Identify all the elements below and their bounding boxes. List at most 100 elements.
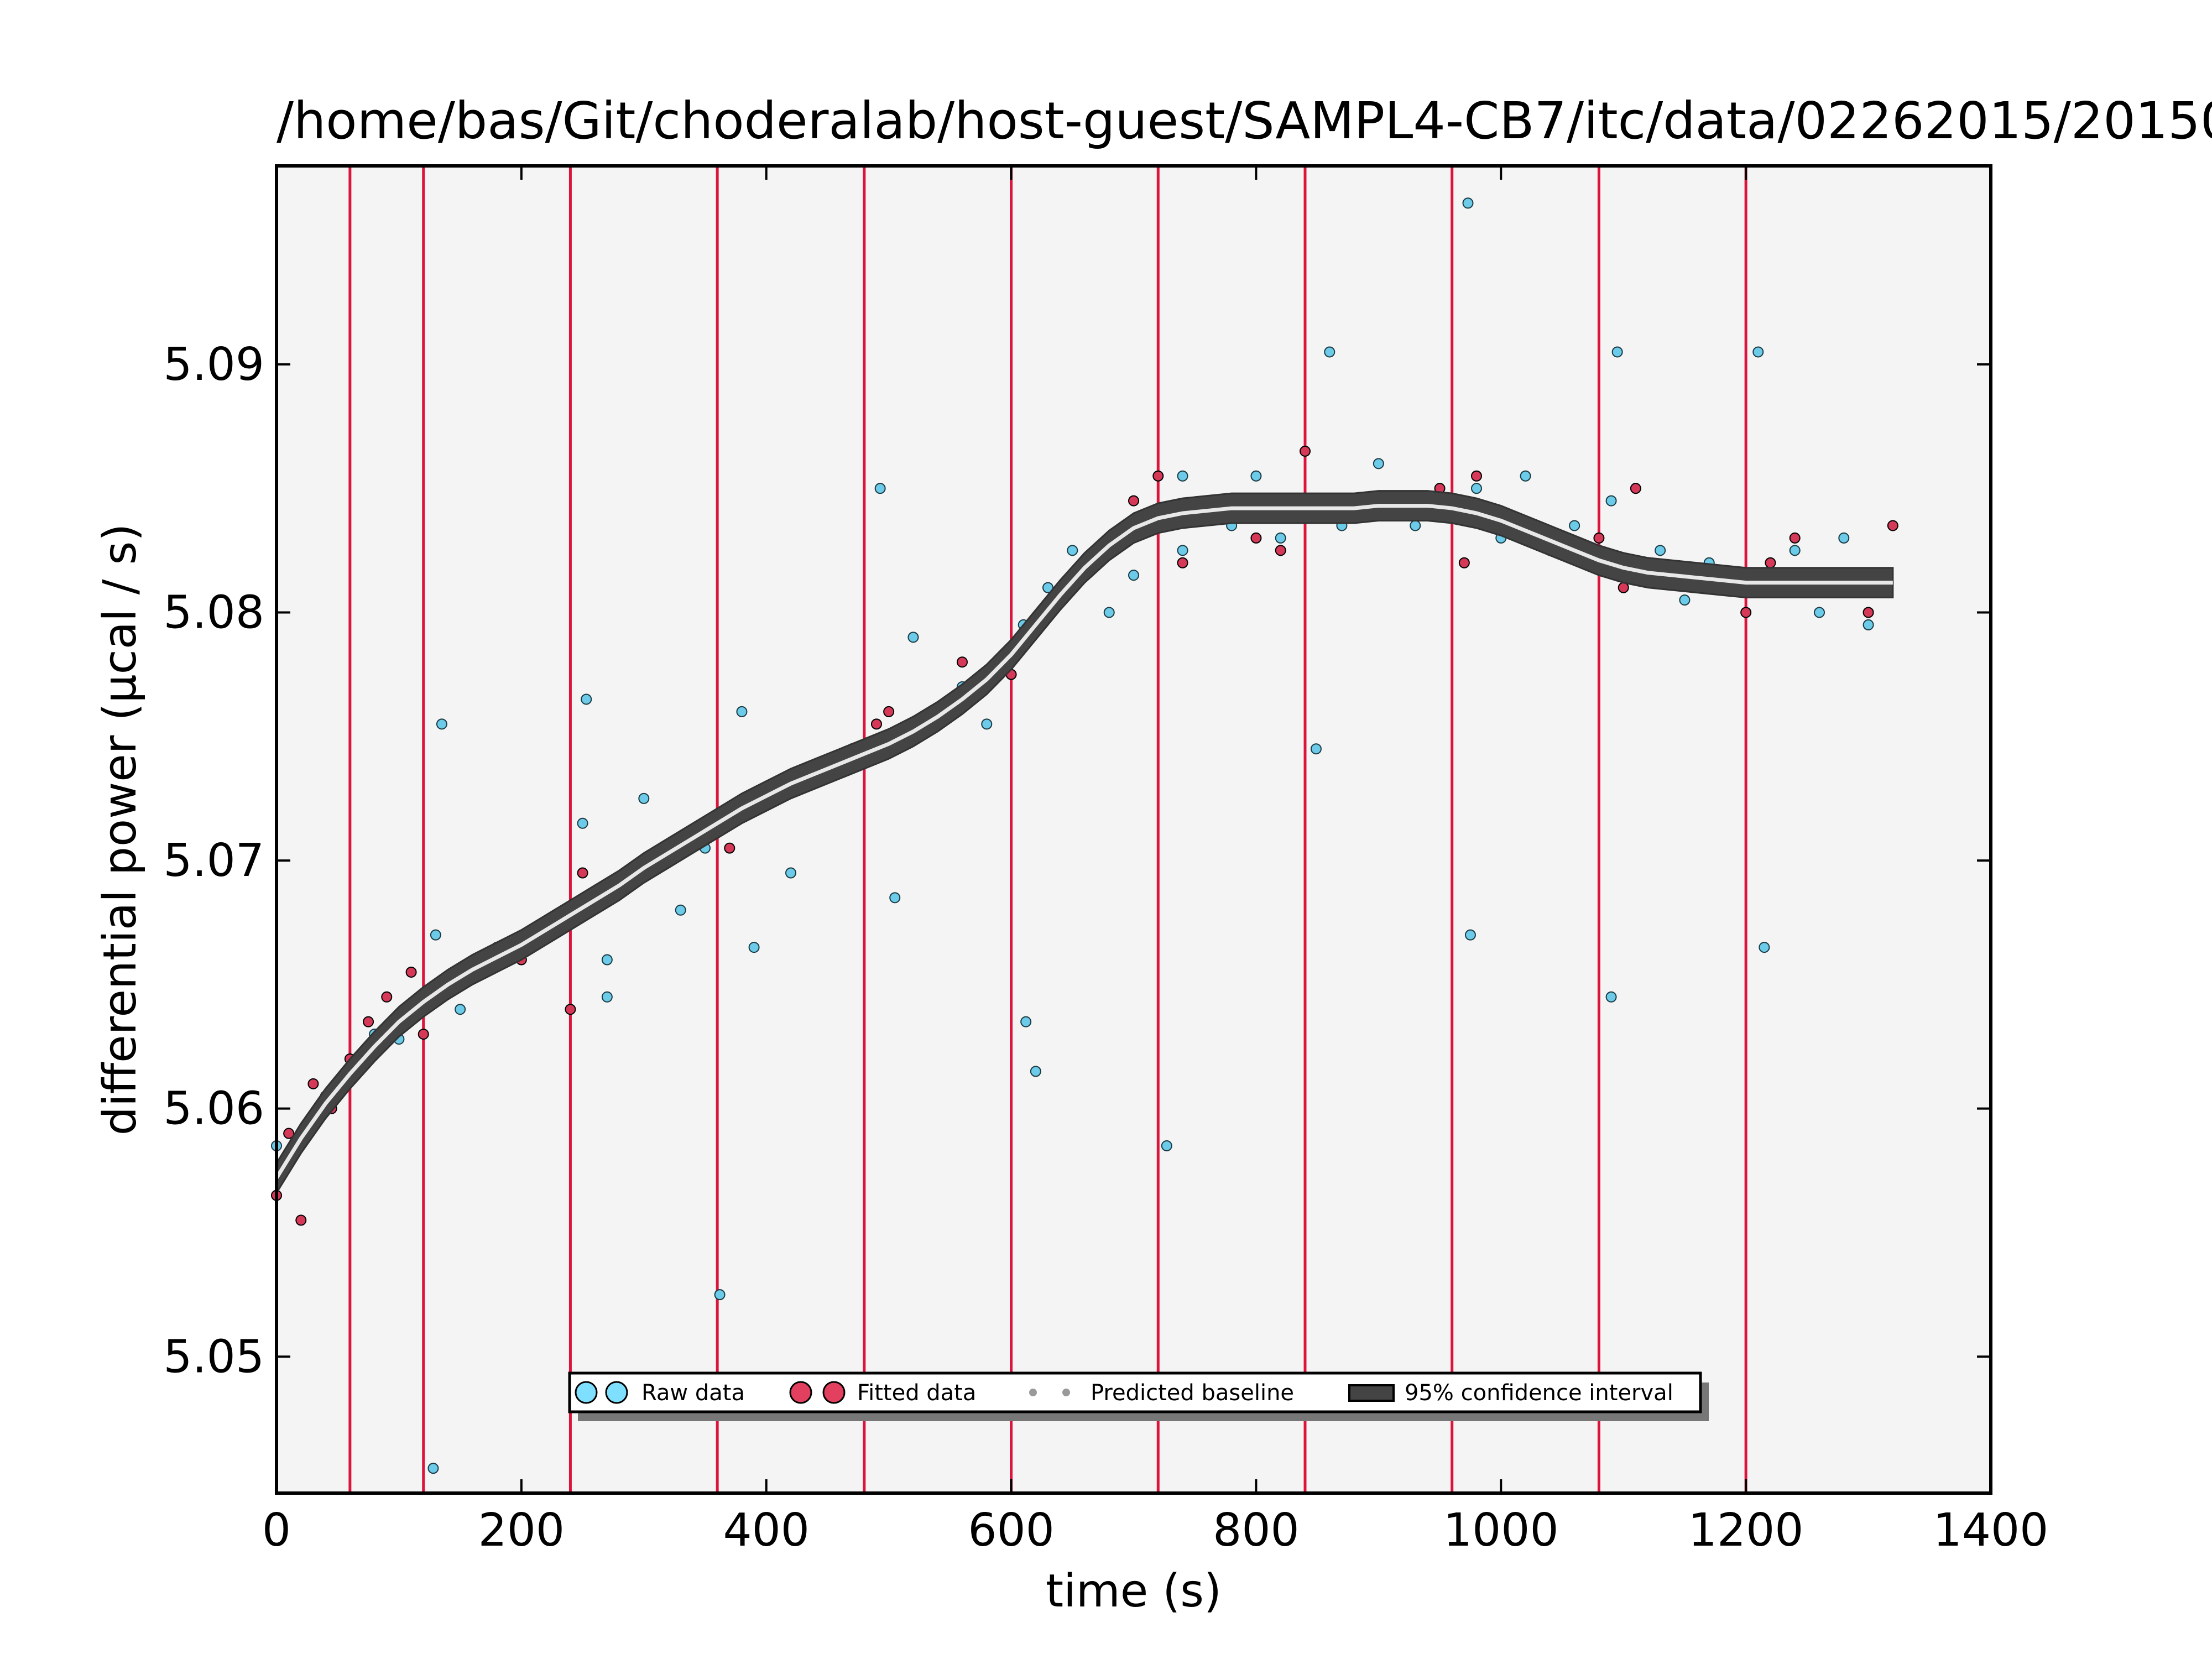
raw-data-point <box>889 892 901 904</box>
raw-data-point <box>1863 619 1874 630</box>
raw-data-point <box>1814 607 1825 618</box>
legend: Raw data Fitted data Predicted baseline … <box>568 1371 1709 1421</box>
fitted-data-point <box>1887 520 1898 531</box>
fitted-data-point <box>1300 445 1311 457</box>
confidence-interval-band <box>275 490 1894 1196</box>
confidence-interval-area <box>275 490 1894 1196</box>
raw-data-point <box>736 706 748 717</box>
legend-item-fitted: Fitted data <box>789 1380 976 1406</box>
fitted-data-point <box>307 1078 319 1089</box>
legend-box <box>568 1371 1702 1413</box>
raw-data-point <box>1161 1140 1172 1151</box>
fitted-data-point <box>1471 470 1482 482</box>
fitted-data-point <box>871 718 882 730</box>
y-tick-label: 5.05 <box>163 1331 264 1383</box>
predicted-baseline-line <box>275 504 1893 1180</box>
x-tick-label: 1200 <box>1688 1504 1804 1557</box>
fitted-data-point <box>883 706 895 717</box>
raw-data-point <box>601 954 613 966</box>
fitted-data-point <box>1128 495 1139 507</box>
legend-fitted-marker <box>822 1381 846 1404</box>
raw-data-point <box>748 942 760 953</box>
legend-ci-patch <box>1348 1384 1395 1402</box>
raw-data-point <box>581 693 592 705</box>
fitted-data-point <box>363 1016 374 1027</box>
x-tick-label: 1400 <box>1933 1504 2049 1557</box>
fitted-data-point <box>1250 532 1262 544</box>
x-tick-label: 400 <box>723 1504 810 1557</box>
raw-data-point <box>1611 346 1623 358</box>
fitted-data-point <box>1630 483 1641 494</box>
injection-lines <box>348 166 1747 1493</box>
raw-data-point <box>1520 470 1531 482</box>
fitted-data-point <box>1458 557 1470 568</box>
x-tick-label: 600 <box>968 1504 1055 1557</box>
fitted-data-point <box>1789 532 1801 544</box>
legend-label-fitted: Fitted data <box>857 1380 976 1406</box>
raw-data-point <box>1275 532 1286 544</box>
fitted-data-point <box>577 867 588 879</box>
raw-data-point <box>1324 346 1335 358</box>
x-axis-label: time (s) <box>1046 1565 1222 1618</box>
fitted-data-point <box>1593 532 1605 544</box>
fitted-data-point <box>1177 557 1188 568</box>
y-axis-label: differential power (μcal / s) <box>94 524 147 1135</box>
raw-data-point <box>1020 1016 1032 1027</box>
fitted-data-point <box>283 1128 295 1139</box>
raw-data-point <box>1103 607 1115 618</box>
raw-data-point <box>1752 346 1764 358</box>
fitted-data-point <box>1740 607 1752 618</box>
raw-data-point <box>1067 545 1078 556</box>
fitted-data-point <box>565 1004 576 1015</box>
raw-data-point <box>675 904 686 916</box>
raw-data-point <box>1471 483 1482 494</box>
chart-title: /home/bas/Git/choderalab/host-guest/SAMP… <box>276 91 2212 150</box>
fitted-data-point <box>418 1029 429 1040</box>
raw-data-point <box>907 632 919 643</box>
legend-label-raw: Raw data <box>641 1380 745 1406</box>
raw-data-point <box>1655 545 1666 556</box>
y-tick-label: 5.09 <box>163 338 264 391</box>
raw-data-point <box>981 718 993 730</box>
legend-baseline-marker <box>1062 1389 1070 1396</box>
fitted-data-point <box>1152 470 1164 482</box>
y-tick-label: 5.06 <box>163 1083 264 1135</box>
legend-fitted-marker <box>789 1381 812 1404</box>
fitted-data-point <box>1863 607 1874 618</box>
raw-data-point <box>427 1463 439 1474</box>
raw-data-point <box>785 867 796 879</box>
fitted-data-point <box>957 656 968 668</box>
fitted-data-point <box>405 966 417 978</box>
legend-raw-marker <box>605 1381 628 1404</box>
raw-data-point <box>1605 991 1617 1003</box>
raw-data-point <box>874 483 886 494</box>
axes-frame <box>275 164 1992 1495</box>
raw-data-point <box>1030 1066 1041 1077</box>
legend-baseline-marker <box>1029 1389 1037 1396</box>
fitted-data-point <box>381 991 393 1003</box>
raw-data-point <box>1310 743 1322 755</box>
raw-data-point <box>601 991 613 1003</box>
raw-data-point <box>714 1289 726 1301</box>
legend-raw-marker <box>575 1381 598 1404</box>
x-tick-label: 800 <box>1213 1504 1300 1557</box>
raw-data-point <box>1410 520 1421 531</box>
raw-data-point <box>1177 470 1188 482</box>
raw-data-point <box>1789 545 1801 556</box>
legend-item-baseline: Predicted baseline <box>1029 1380 1294 1406</box>
y-tick-label: 5.08 <box>163 586 264 639</box>
raw-data-point <box>638 792 650 804</box>
axes-face <box>276 166 1991 1493</box>
raw-data-point <box>1838 532 1850 544</box>
x-tick-label: 0 <box>262 1504 291 1557</box>
raw-data-point <box>1679 594 1691 606</box>
raw-data-point <box>1128 570 1139 581</box>
raw-data-point <box>1464 929 1476 941</box>
raw-data-point <box>1605 495 1617 507</box>
fitted-data-point <box>724 842 735 854</box>
legend-item-ci: 95% confidence interval <box>1348 1380 1673 1406</box>
raw-data-point <box>1250 470 1262 482</box>
fitted-data-point <box>295 1214 307 1226</box>
raw-data-point <box>1177 545 1188 556</box>
raw-data-point <box>455 1004 466 1015</box>
